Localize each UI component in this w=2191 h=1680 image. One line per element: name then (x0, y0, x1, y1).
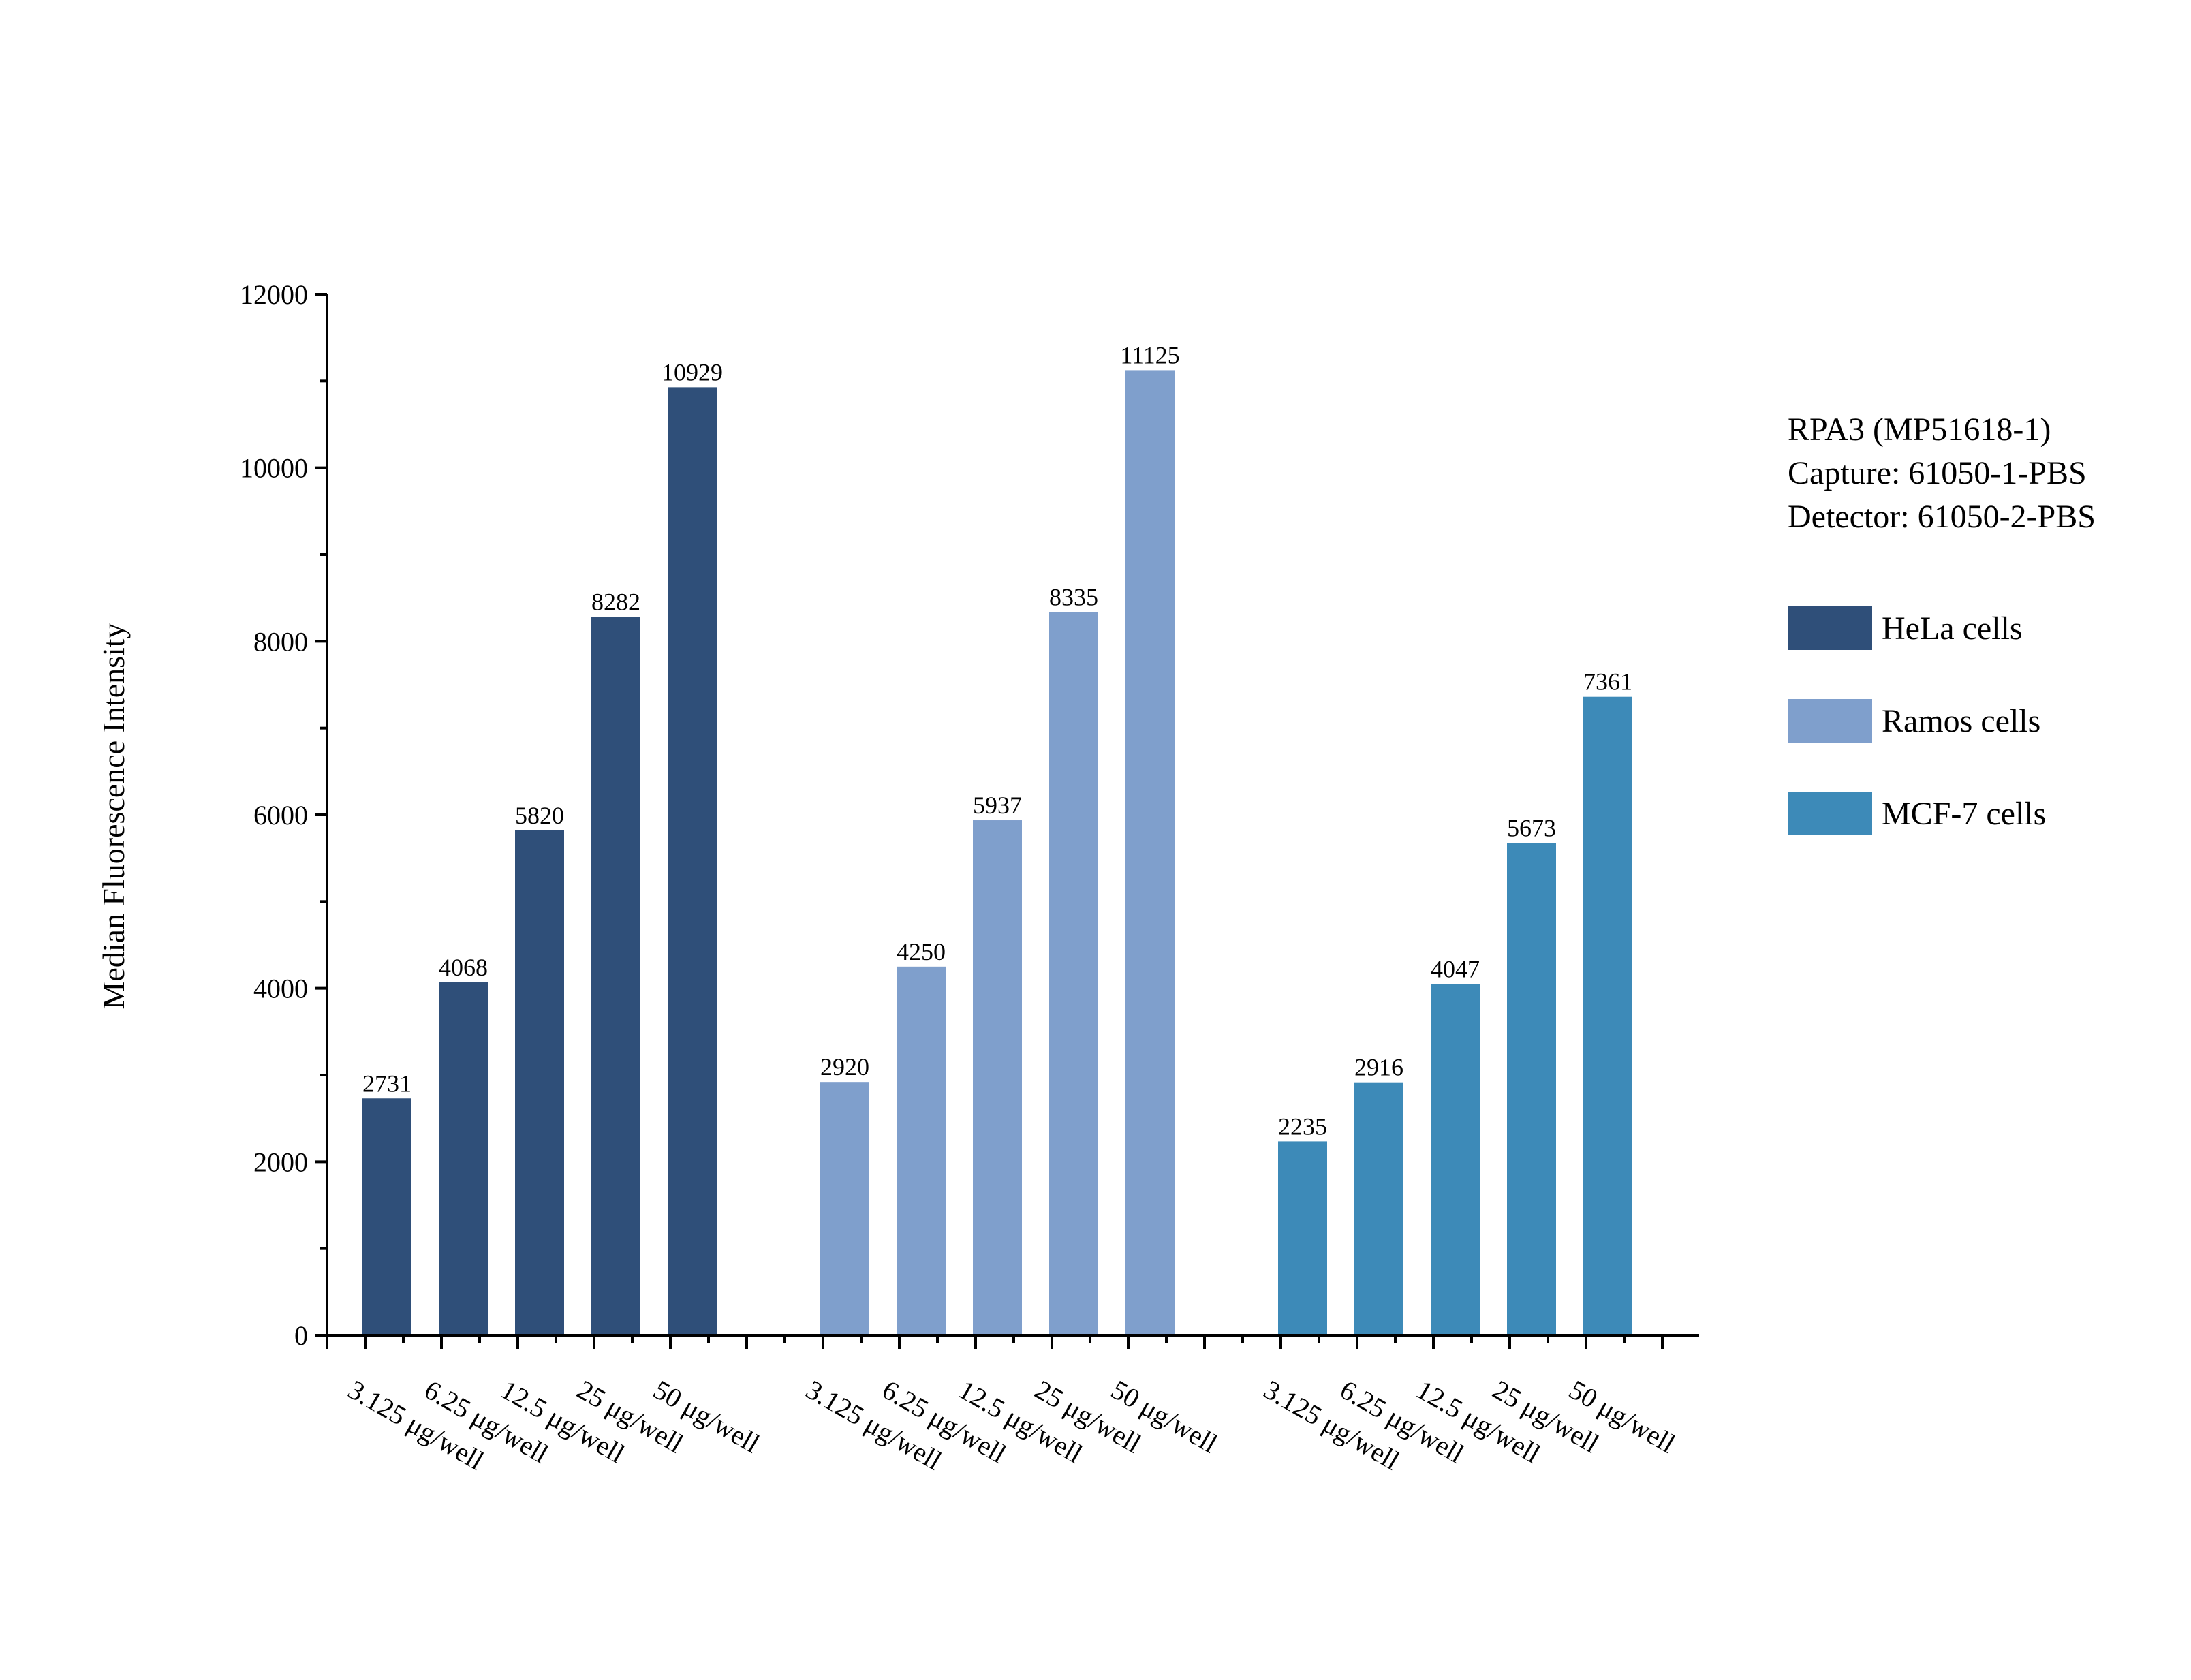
y-tick-label: 12000 (240, 279, 308, 310)
y-tick-label: 2000 (253, 1147, 308, 1177)
legend: RPA3 (MP51618-1) Capture: 61050-1-PBS Dete… (1788, 411, 2096, 835)
bar (897, 966, 946, 1335)
data-label: 2235 (1278, 1113, 1327, 1140)
bar (591, 617, 640, 1336)
bars-layer (362, 370, 1632, 1336)
y-tick-label: 6000 (253, 800, 308, 830)
bar (1278, 1141, 1327, 1335)
data-label: 4047 (1431, 956, 1480, 983)
y-tick-label: 10000 (240, 453, 308, 484)
bar (1354, 1082, 1403, 1335)
data-label: 4250 (897, 938, 946, 965)
y-tick-label: 0 (294, 1320, 308, 1351)
axes-layer: 0 2000 4000 6000 8000 10000 12000 (240, 279, 1699, 1351)
bar (1583, 696, 1632, 1335)
y-axis-title: Median Fluorescence Intensity (96, 623, 131, 1009)
annotation-line: RPA3 (MP51618-1) (1788, 411, 2051, 448)
data-label: 2920 (820, 1053, 869, 1080)
data-label: 7361 (1583, 668, 1632, 696)
bar (1431, 984, 1480, 1335)
y-tick-label: 4000 (253, 974, 308, 1004)
legend-label: HeLa cells (1882, 610, 2023, 647)
legend-label: MCF-7 cells (1882, 796, 2046, 832)
data-label: 2916 (1354, 1054, 1403, 1081)
data-label: 8282 (591, 588, 640, 615)
bar (1125, 370, 1175, 1335)
data-label: 8335 (1049, 584, 1098, 611)
bar (973, 820, 1022, 1335)
legend-label: Ramos cells (1882, 703, 2040, 739)
bar (439, 982, 488, 1335)
data-label: 10929 (662, 358, 723, 386)
bar (668, 387, 717, 1335)
y-tick-label: 8000 (253, 626, 308, 657)
data-label: 4068 (439, 954, 488, 981)
legend-swatch (1788, 699, 1872, 743)
data-label: 5937 (973, 792, 1022, 819)
bar (362, 1098, 411, 1335)
annotation-line: Detector: 61050-2-PBS (1788, 499, 2096, 535)
bar (820, 1082, 869, 1335)
data-label: 11125 (1120, 341, 1179, 369)
legend-swatch (1788, 606, 1872, 650)
bar (1049, 612, 1098, 1335)
annotation-line: Capture: 61050-1-PBS (1788, 455, 2087, 491)
legend-swatch (1788, 792, 1872, 835)
bar (515, 830, 564, 1335)
data-label: 5673 (1507, 815, 1556, 842)
data-label: 5820 (515, 802, 564, 829)
data-label: 2731 (362, 1070, 411, 1097)
bar (1507, 843, 1556, 1335)
